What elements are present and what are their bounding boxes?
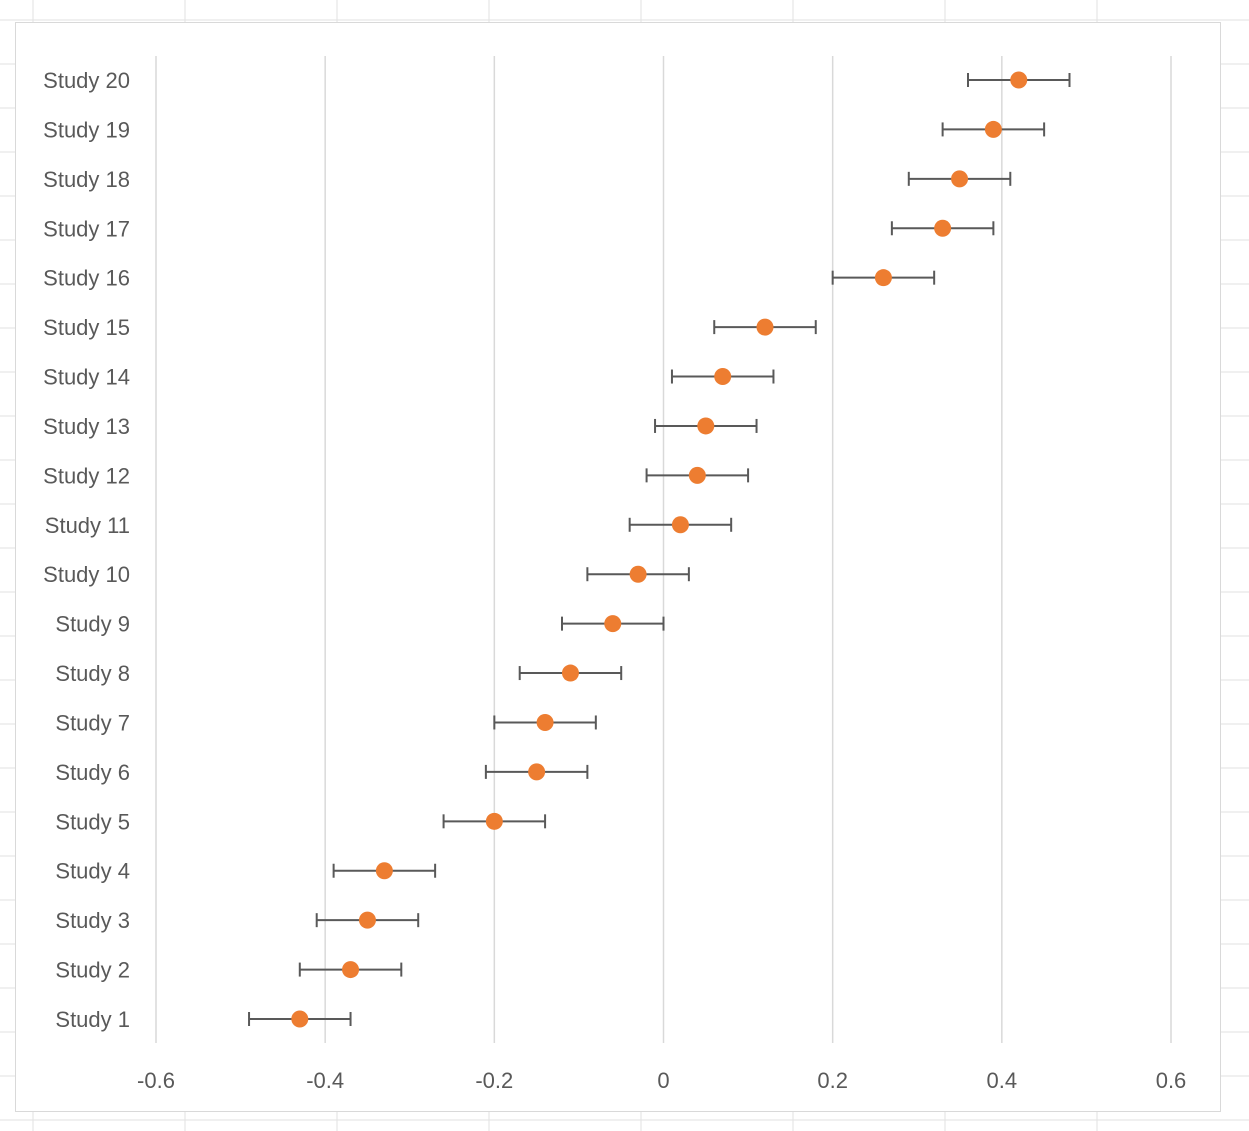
- data-point: [342, 961, 360, 979]
- data-point: [671, 516, 689, 534]
- x-tick-label: -0.6: [137, 1068, 175, 1093]
- data-point: [934, 219, 952, 237]
- y-category-label: Study 8: [55, 661, 130, 686]
- y-category-label: Study 15: [43, 315, 130, 340]
- y-category-label: Study 20: [43, 68, 130, 93]
- y-category-label: Study 6: [55, 760, 130, 785]
- data-point: [375, 862, 393, 880]
- data-point: [697, 417, 715, 435]
- data-point: [984, 120, 1002, 138]
- y-category-label: Study 10: [43, 562, 130, 587]
- data-point: [756, 318, 774, 336]
- y-category-label: Study 11: [45, 513, 130, 538]
- data-point: [291, 1010, 309, 1028]
- y-category-label: Study 1: [55, 1007, 130, 1032]
- forest-plot: -0.6 -0.4 -0.2 0 0.2 0.4 0.6 Study 1 Study 2 Stud…: [43, 56, 1187, 1093]
- x-tick-label: 0.4: [987, 1068, 1018, 1093]
- y-category-label: Study 16: [43, 266, 130, 291]
- data-point: [485, 812, 503, 830]
- y-category-label: Study 9: [55, 612, 130, 637]
- data-point: [951, 170, 969, 188]
- y-category-label: Study 7: [55, 710, 130, 735]
- x-tick-label: -0.4: [306, 1068, 344, 1093]
- data-point: [604, 615, 622, 633]
- y-category-label: Study 3: [55, 908, 130, 933]
- y-category-label: Study 2: [55, 958, 130, 983]
- x-tick-label: 0: [657, 1068, 669, 1093]
- data-point: [1010, 71, 1028, 89]
- y-category-label: Study 17: [43, 216, 130, 241]
- data-point: [536, 713, 554, 731]
- y-category-label: Study 4: [55, 859, 130, 884]
- y-category-label: Study 19: [43, 117, 130, 142]
- x-tick-label: -0.2: [475, 1068, 513, 1093]
- data-point: [561, 664, 579, 682]
- data-point: [688, 466, 706, 484]
- y-category-label: Study 12: [43, 463, 130, 488]
- data-point: [714, 368, 732, 386]
- y-category-label: Study 18: [43, 167, 130, 192]
- y-category-label: Study 5: [55, 809, 130, 834]
- y-category-label: Study 13: [43, 414, 130, 439]
- data-point: [528, 763, 546, 781]
- data-point: [629, 565, 647, 583]
- x-tick-label: 0.2: [817, 1068, 848, 1093]
- chart-area[interactable]: -0.6 -0.4 -0.2 0 0.2 0.4 0.6 Study 1 Study 2 Stud…: [15, 22, 1221, 1112]
- data-point: [358, 911, 376, 929]
- y-category-label: Study 14: [43, 365, 130, 390]
- data-point: [874, 269, 892, 287]
- x-tick-label: 0.6: [1156, 1068, 1187, 1093]
